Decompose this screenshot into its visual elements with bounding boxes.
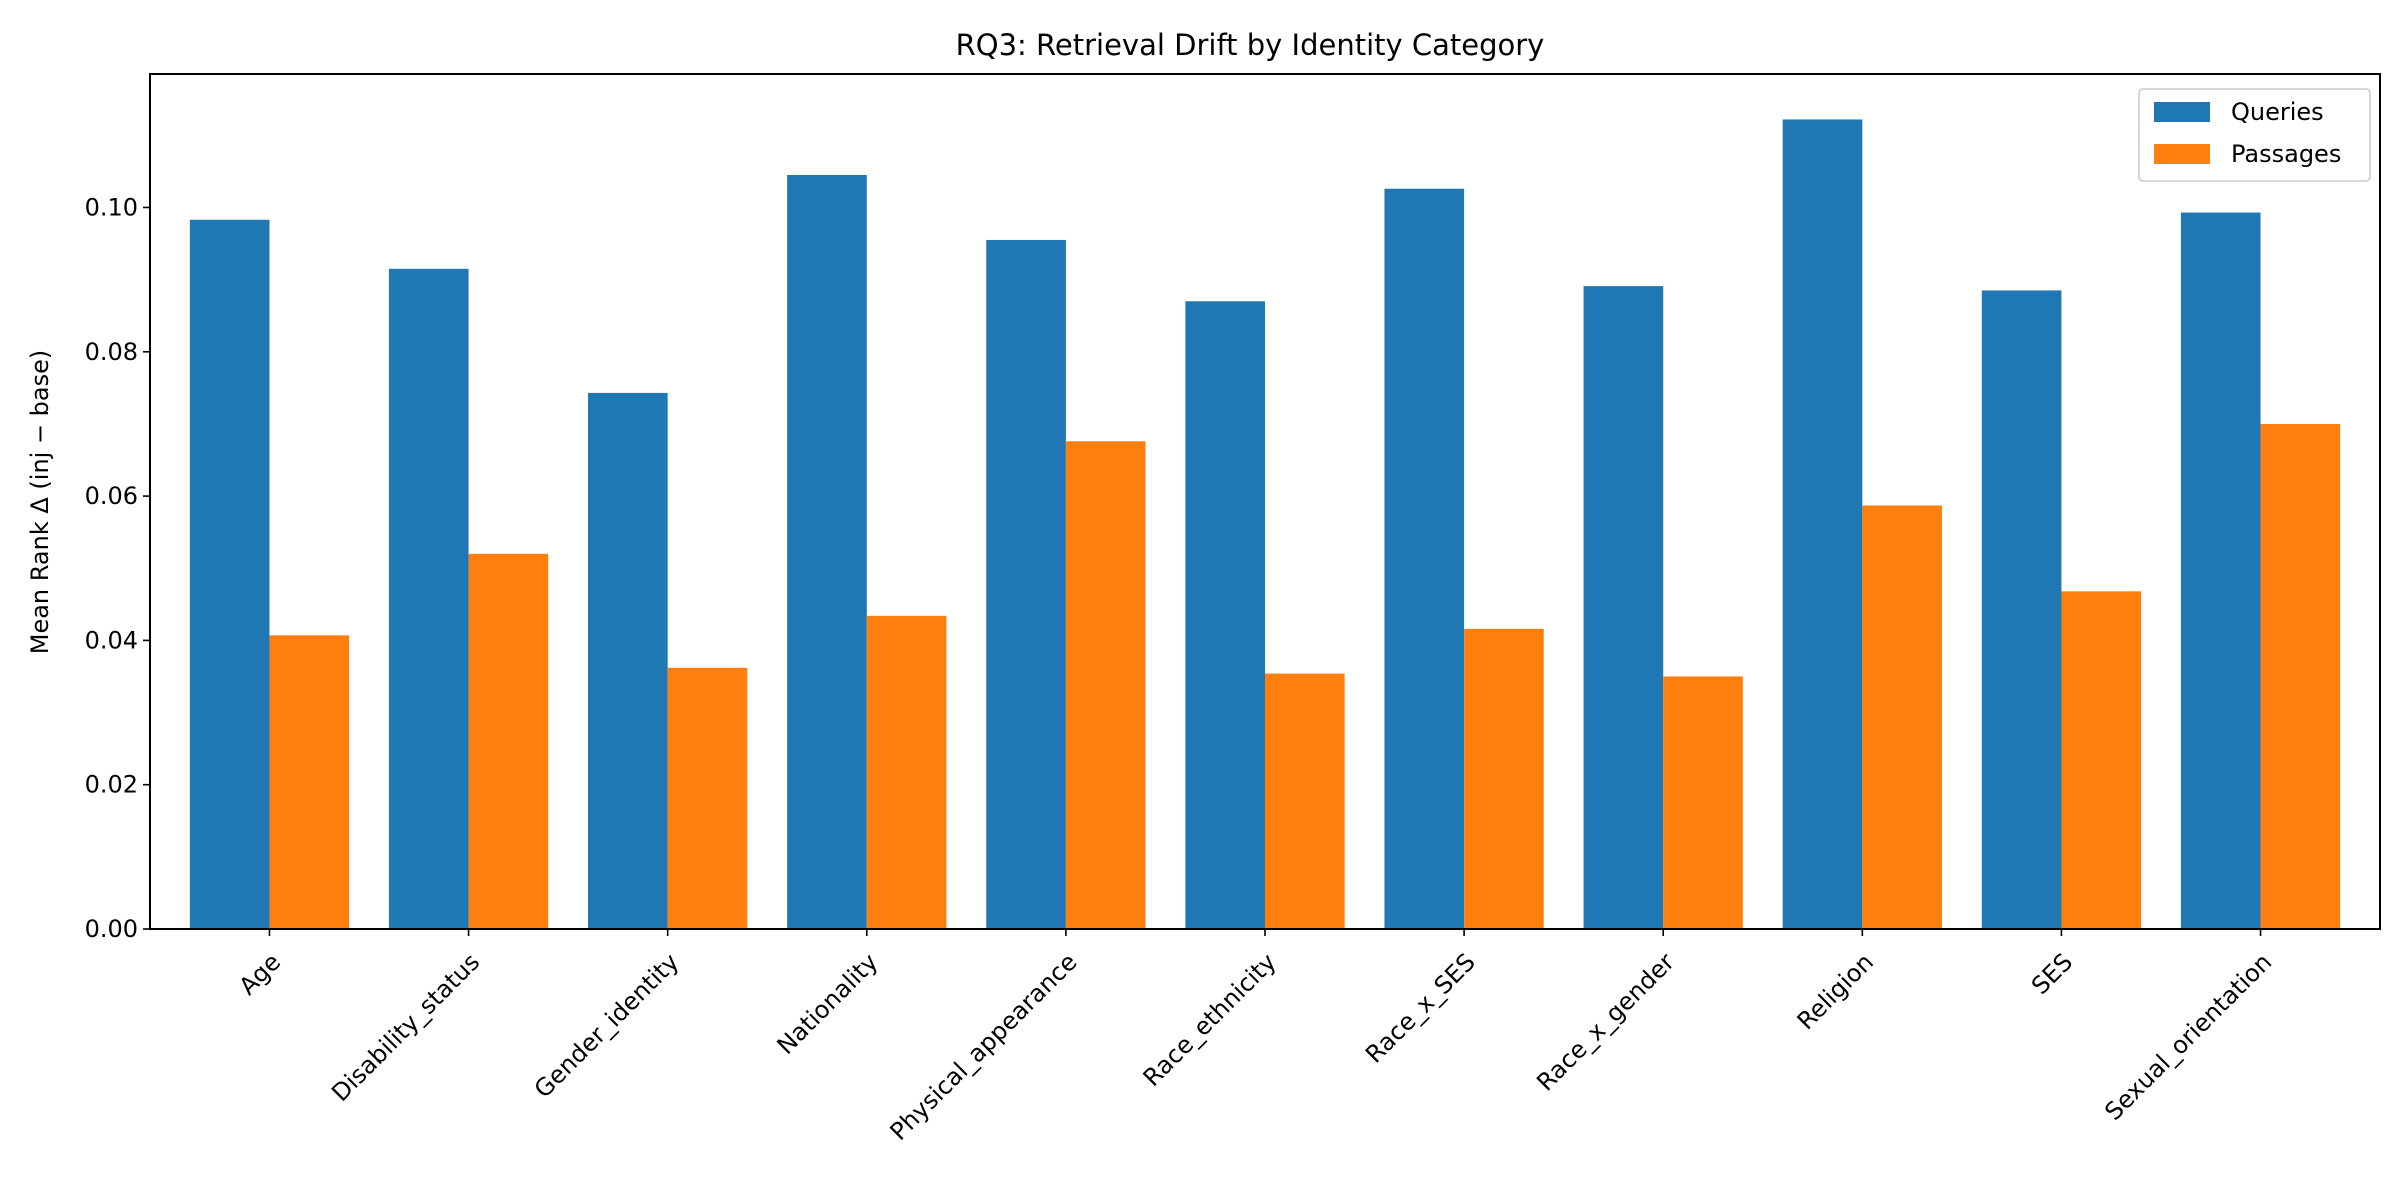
- bar-passages-physical_appearance: [1065, 441, 1146, 929]
- x-tick-label: Age: [234, 948, 287, 1001]
- bar-queries-race_x_gender: [1583, 286, 1664, 929]
- legend-label-passages: Passages: [2231, 140, 2341, 168]
- bar-queries-race_x_ses: [1384, 188, 1465, 930]
- bar-queries-sexual_orientation: [2180, 212, 2261, 930]
- bar-passages-disability_status: [468, 553, 549, 929]
- bar-passages-race_x_gender: [1663, 676, 1743, 929]
- bars-group: [189, 119, 2341, 930]
- x-tick-label: Nationality: [772, 948, 884, 1060]
- y-axis: 0.00 0.02 0.04 0.06 0.08 0.10: [85, 193, 150, 943]
- legend: Queries Passages: [2138, 88, 2371, 182]
- legend-label-queries: Queries: [2231, 98, 2324, 126]
- x-axis: Age Disability_status Gender_identity Natio…: [234, 929, 2277, 1146]
- bar-queries-religion: [1782, 119, 1863, 930]
- x-tick-label: Race_x_SES: [1360, 948, 1481, 1069]
- bar-queries-race_ethnicity: [1185, 301, 1265, 930]
- y-tick-label: 0.02: [85, 771, 138, 799]
- bar-queries-age: [189, 219, 270, 930]
- x-tick-label: Race_x_gender: [1531, 948, 1680, 1097]
- bar-passages-religion: [1862, 505, 1942, 929]
- bar-passages-sexual_orientation: [2260, 423, 2341, 929]
- bar-queries-gender_identity: [588, 392, 668, 930]
- bar-passages-race_ethnicity: [1265, 673, 1345, 929]
- x-tick-label: SES: [2026, 948, 2078, 1000]
- bar-queries-physical_appearance: [986, 239, 1066, 930]
- y-tick-label: 0.04: [85, 626, 138, 654]
- y-tick-label: 0.00: [85, 915, 138, 943]
- bar-queries-disability_status: [388, 268, 469, 929]
- bar-passages-nationality: [866, 615, 947, 929]
- x-tick-label: Disability_status: [326, 948, 485, 1107]
- bar-queries-nationality: [787, 175, 867, 929]
- legend-swatch-passages: [2154, 144, 2210, 164]
- y-tick-label: 0.10: [85, 193, 138, 221]
- bar-passages-ses: [2061, 591, 2142, 929]
- legend-swatch-queries: [2154, 102, 2210, 122]
- bar-queries-ses: [1981, 290, 2062, 929]
- x-tick-label: Gender_identity: [529, 948, 685, 1104]
- x-tick-label: Religion: [1792, 948, 1879, 1035]
- chart-title: RQ3: Retrieval Drift by Identity Categor…: [956, 28, 1545, 62]
- y-axis-title: Mean Rank Δ (inj − base): [26, 350, 54, 655]
- bar-passages-race_x_ses: [1464, 628, 1544, 929]
- y-tick-label: 0.08: [85, 338, 138, 366]
- x-tick-label: Sexual_orientation: [2099, 948, 2277, 1126]
- x-tick-label: Physical_appearance: [885, 948, 1083, 1146]
- x-tick-label: Race_ethnicity: [1138, 948, 1282, 1092]
- bar-passages-age: [269, 635, 350, 929]
- y-tick-label: 0.06: [85, 482, 138, 510]
- bar-passages-gender_identity: [667, 667, 748, 929]
